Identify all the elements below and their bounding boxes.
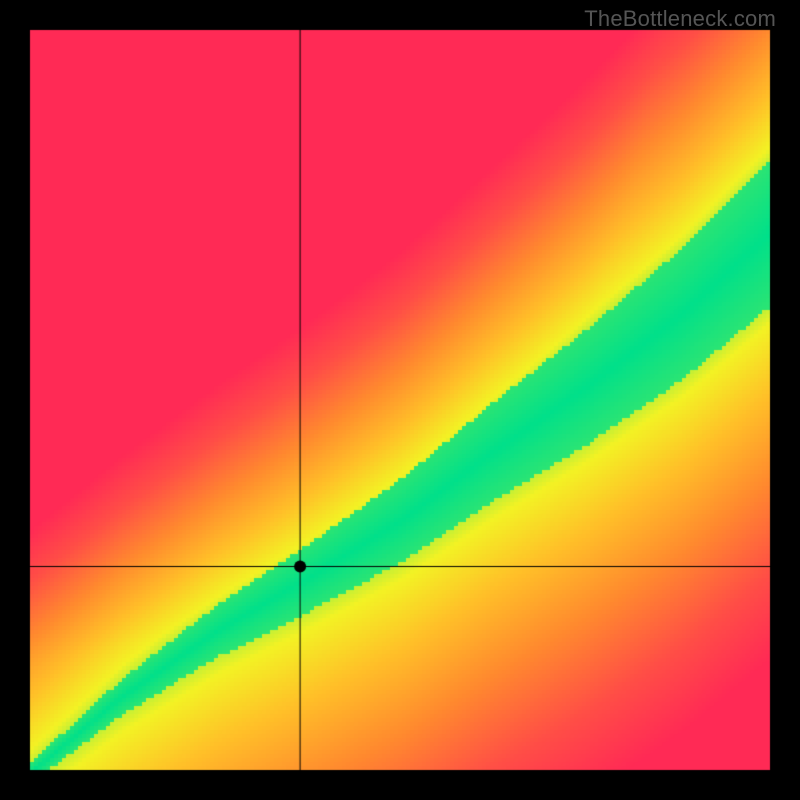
chart-container: TheBottleneck.com xyxy=(0,0,800,800)
attribution-label: TheBottleneck.com xyxy=(584,6,776,32)
bottleneck-heatmap-canvas xyxy=(0,0,800,800)
